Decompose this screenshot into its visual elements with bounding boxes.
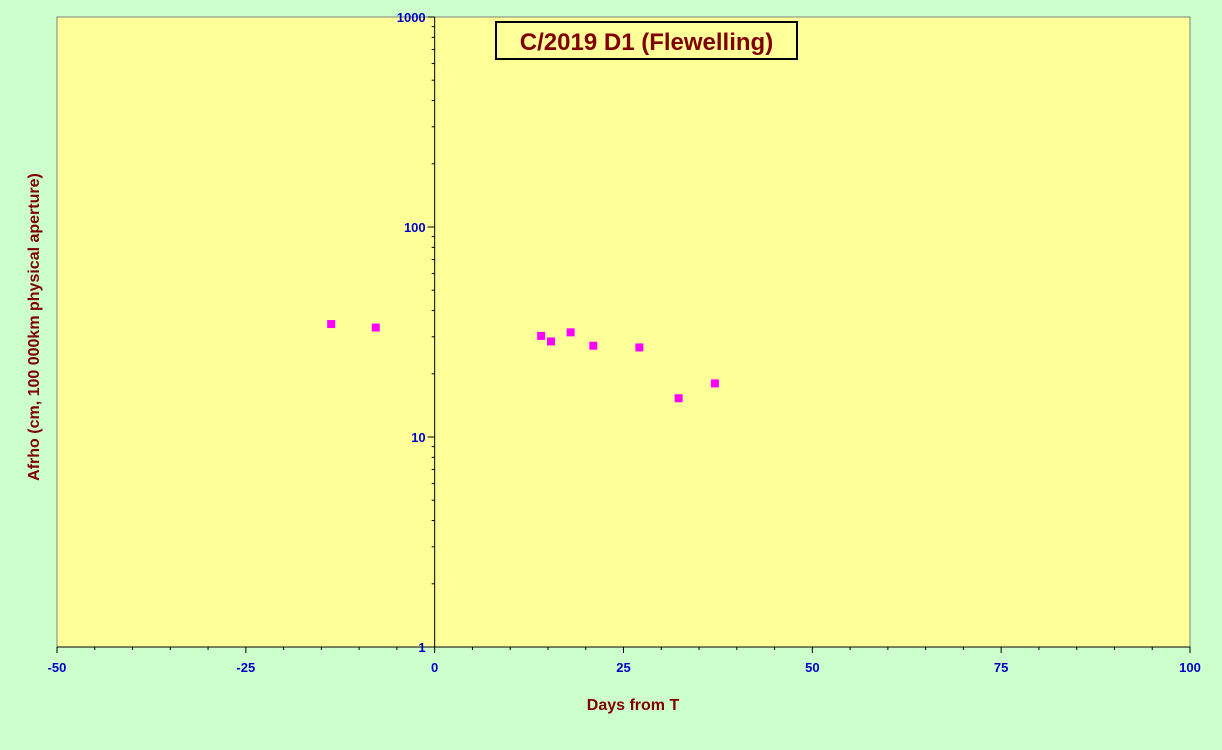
data-point — [710, 379, 719, 388]
data-point — [566, 328, 575, 337]
y-tick-label: 10 — [411, 430, 425, 445]
x-tick-label: 25 — [616, 660, 630, 675]
x-tick-label: 50 — [805, 660, 819, 675]
data-point — [371, 323, 380, 332]
data-point — [589, 341, 598, 350]
data-point — [327, 320, 336, 329]
y-axis-title: Afrho (cm, 100 000km physical aperture) — [26, 173, 43, 481]
y-tick-label: 1000 — [397, 10, 426, 25]
x-axis-title: Days from T — [587, 697, 680, 714]
x-tick-label: 75 — [994, 660, 1008, 675]
x-tick-label: 100 — [1179, 660, 1201, 675]
data-point — [537, 331, 546, 340]
data-point — [674, 394, 683, 403]
data-point — [546, 337, 555, 346]
y-tick-label: 1 — [418, 640, 425, 655]
y-tick-label: 100 — [404, 220, 426, 235]
chart-title: C/2019 D1 (Flewelling) — [520, 29, 773, 56]
data-point — [635, 343, 644, 352]
chart-title-box — [495, 21, 798, 60]
plot-area — [56, 16, 1191, 648]
x-tick-label: 0 — [431, 660, 438, 675]
x-tick-label: -50 — [48, 660, 67, 675]
x-tick-label: -25 — [236, 660, 255, 675]
